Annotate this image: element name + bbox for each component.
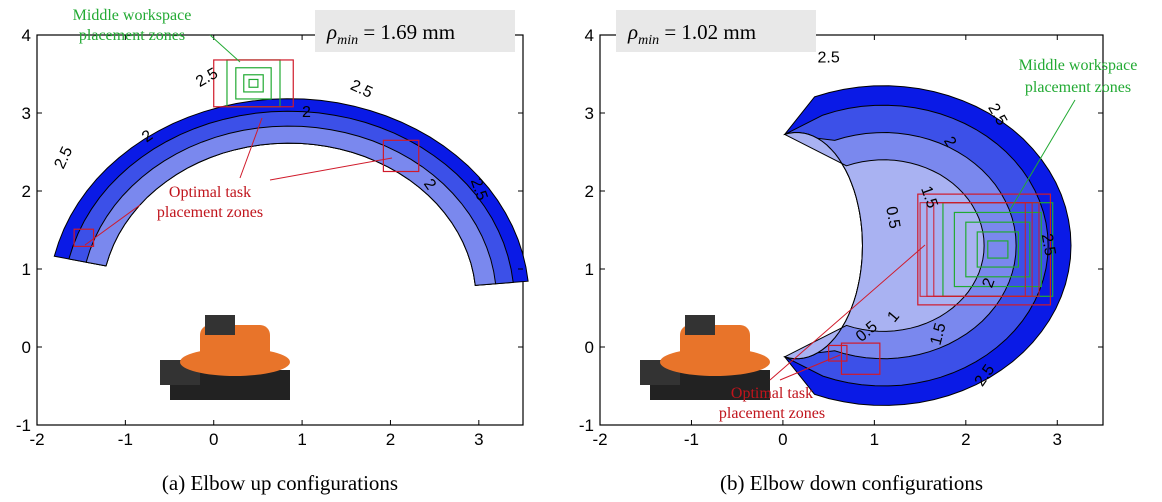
- contour-label: 0.5: [882, 205, 903, 230]
- y-tick-label: 2: [22, 182, 31, 201]
- y-tick-label: 3: [585, 104, 594, 123]
- green-annotation-line2: placement zones: [79, 27, 185, 44]
- red-box: [840, 342, 881, 375]
- red-box: [73, 228, 95, 247]
- red-box: [917, 193, 1052, 306]
- x-tick-label: 1: [870, 430, 879, 449]
- y-tick-label: 0: [585, 338, 594, 357]
- green-box: [248, 78, 259, 88]
- green-box: [965, 221, 1031, 278]
- y-tick-label: 2: [585, 182, 594, 201]
- x-tick-label: 0: [209, 430, 218, 449]
- y-tick-label: -1: [579, 416, 594, 435]
- x-tick-label: 3: [1053, 430, 1062, 449]
- rho-min-box: ρmin = 1.69 mm: [315, 10, 515, 52]
- green-box: [987, 240, 1009, 259]
- contour-label: 2: [302, 104, 311, 121]
- rho-box-bg: [616, 10, 816, 52]
- contour-bands: [53, 98, 529, 286]
- contour-label: 1.5: [917, 184, 941, 211]
- x-tick-label: -1: [118, 430, 133, 449]
- band-3: [783, 132, 985, 360]
- green-box: [976, 231, 1020, 268]
- rho-box-bg: [315, 10, 515, 52]
- green-leader: [209, 34, 241, 63]
- red-box: [213, 59, 294, 108]
- red-box: [933, 202, 1026, 297]
- y-tick-label: 1: [22, 260, 31, 279]
- contour-bands: [783, 85, 1072, 406]
- robot-arm-image: [160, 315, 290, 400]
- x-tick-label: 2: [961, 430, 970, 449]
- y-tick-label: 1: [585, 260, 594, 279]
- figure-caption: (a) Elbow up configurations: [162, 471, 398, 495]
- robot-shoulder-motor: [685, 315, 715, 335]
- red-leader: [239, 117, 263, 179]
- red-leader: [84, 204, 141, 246]
- red-leader: [269, 157, 393, 181]
- annotations: Middle workspace placement zones Optimal t…: [73, 7, 393, 246]
- green-box: [953, 211, 1042, 288]
- x-tick-label: 3: [474, 430, 483, 449]
- red-annotation-line2: placement zones: [719, 405, 825, 422]
- y-tick-label: 3: [22, 104, 31, 123]
- green-leader: [1009, 99, 1076, 211]
- green-box: [243, 74, 264, 93]
- rho-min-value: ρmin = 1.02 mm: [627, 20, 756, 48]
- green-annotation-line1: Middle workspace: [73, 7, 192, 24]
- red-box: [828, 344, 848, 362]
- red-annotation-line1: Optimal task: [169, 184, 251, 201]
- x-tick-label: 1: [297, 430, 306, 449]
- contour-label: 1.5: [928, 321, 950, 347]
- contour-label: 2.5: [467, 176, 491, 203]
- y-tick-label: 0: [22, 338, 31, 357]
- red-annotation-line2: placement zones: [157, 204, 263, 221]
- y-tick-label: 4: [22, 26, 31, 45]
- green-annotation-line1: Middle workspace: [1019, 57, 1138, 74]
- red-leader: [769, 244, 926, 381]
- rho-min-value: ρmin = 1.69 mm: [326, 20, 455, 48]
- green-annotation-line2: placement zones: [1025, 79, 1131, 96]
- optimal-zone-boxes: [73, 59, 420, 247]
- red-box: [382, 139, 420, 173]
- robot-shoulder-motor: [205, 315, 235, 335]
- contour-label: 2.5: [818, 49, 840, 66]
- contour-label: 2.5: [1038, 232, 1059, 257]
- x-tick-label: 0: [778, 430, 787, 449]
- figure-caption: (b) Elbow down configurations: [720, 471, 983, 495]
- x-tick-label: 2: [386, 430, 395, 449]
- x-tick-label: -2: [29, 430, 44, 449]
- x-tick-label: -2: [592, 430, 607, 449]
- rho-min-box: ρmin = 1.02 mm: [616, 10, 816, 52]
- y-tick-label: -1: [16, 416, 31, 435]
- y-tick-label: 4: [585, 26, 594, 45]
- annotations: Middle workspace placement zones Optimal t…: [719, 57, 1137, 422]
- red-annotation-line1: Optimal task: [731, 385, 813, 402]
- green-box: [235, 67, 272, 100]
- x-tick-label: -1: [684, 430, 699, 449]
- band-inner: [85, 125, 497, 286]
- red-leader: [779, 354, 841, 381]
- robot-arm-image: [640, 315, 770, 400]
